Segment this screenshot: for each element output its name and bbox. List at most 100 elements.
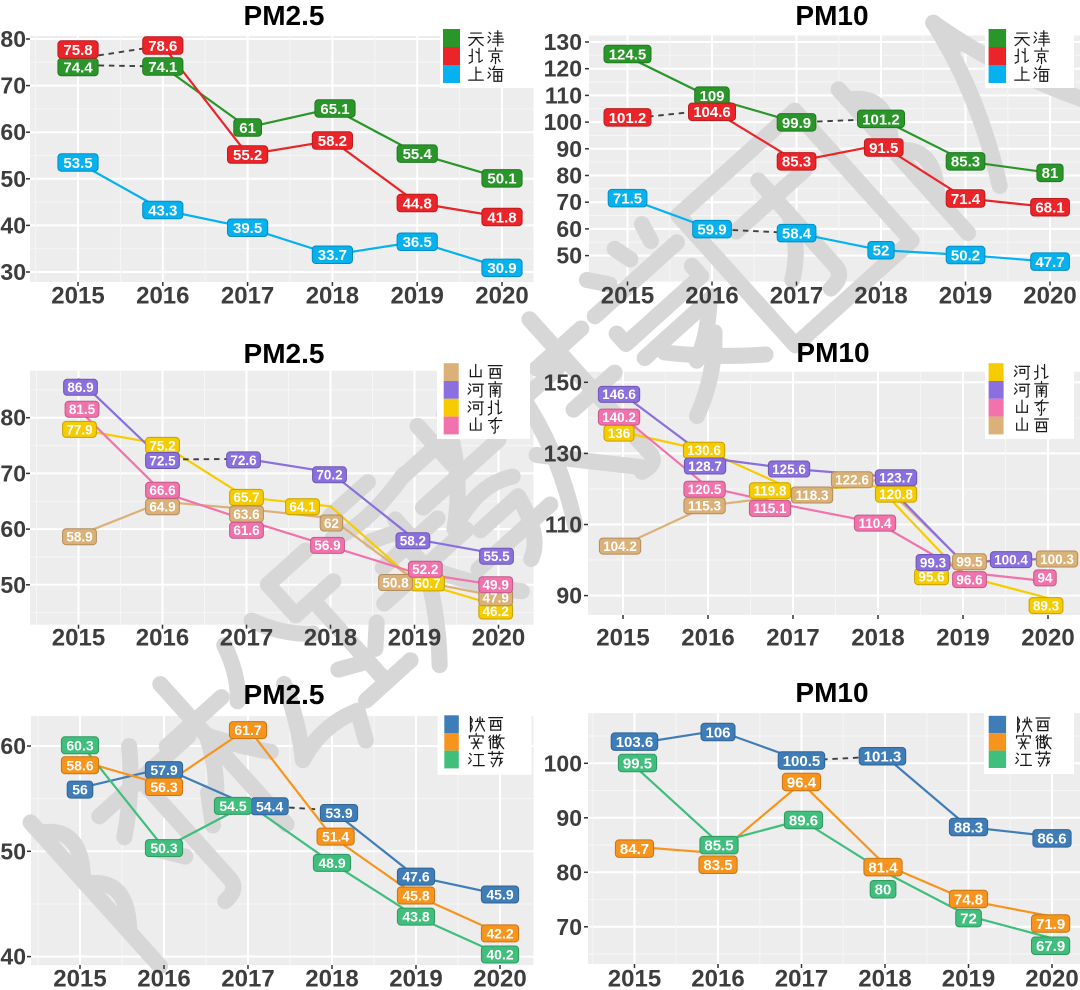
svg-text:115.1: 115.1 <box>753 501 787 516</box>
svg-text:109: 109 <box>699 88 724 105</box>
svg-text:63.6: 63.6 <box>233 507 260 522</box>
svg-text:2020: 2020 <box>472 625 525 652</box>
svg-text:70: 70 <box>556 914 582 940</box>
svg-text:2017: 2017 <box>775 966 828 990</box>
svg-text:PM10: PM10 <box>796 337 869 368</box>
svg-text:50: 50 <box>0 838 26 864</box>
svg-text:95.6: 95.6 <box>918 570 945 585</box>
svg-text:2015: 2015 <box>608 966 661 990</box>
svg-text:71.5: 71.5 <box>613 191 642 208</box>
svg-text:2019: 2019 <box>936 625 989 652</box>
svg-text:75.2: 75.2 <box>149 438 175 453</box>
svg-text:104.6: 104.6 <box>693 104 731 121</box>
svg-text:2016: 2016 <box>681 625 734 652</box>
svg-text:41.8: 41.8 <box>487 209 516 226</box>
svg-text:65.7: 65.7 <box>233 490 259 505</box>
svg-text:50: 50 <box>0 572 26 598</box>
svg-text:74.8: 74.8 <box>954 891 983 908</box>
svg-text:100: 100 <box>544 750 582 776</box>
svg-text:PM2.5: PM2.5 <box>244 0 325 31</box>
svg-text:61: 61 <box>239 120 256 137</box>
svg-text:119.8: 119.8 <box>753 484 787 499</box>
svg-text:74.1: 74.1 <box>148 59 177 76</box>
svg-text:PM10: PM10 <box>795 677 868 708</box>
svg-text:100.3: 100.3 <box>1040 552 1074 567</box>
svg-text:80: 80 <box>556 859 582 885</box>
svg-text:100: 100 <box>544 109 582 135</box>
svg-text:54.5: 54.5 <box>219 798 246 814</box>
svg-text:51.4: 51.4 <box>322 829 349 845</box>
svg-text:2018: 2018 <box>851 625 904 652</box>
svg-text:96.6: 96.6 <box>956 573 983 588</box>
svg-text:2018: 2018 <box>306 283 359 310</box>
svg-text:59.9: 59.9 <box>697 222 726 239</box>
svg-text:2015: 2015 <box>51 283 104 310</box>
svg-text:81.4: 81.4 <box>868 860 898 877</box>
svg-text:72.5: 72.5 <box>149 453 176 468</box>
svg-text:58.6: 58.6 <box>66 757 93 773</box>
svg-text:101.2: 101.2 <box>609 110 647 127</box>
svg-text:2019: 2019 <box>389 966 442 990</box>
svg-text:46.2: 46.2 <box>483 604 509 619</box>
svg-text:60: 60 <box>0 119 26 145</box>
svg-text:2016: 2016 <box>685 283 738 310</box>
svg-text:80: 80 <box>556 163 582 189</box>
svg-text:PM2.5: PM2.5 <box>244 338 325 369</box>
svg-text:55.2: 55.2 <box>233 147 262 164</box>
svg-text:30.9: 30.9 <box>487 260 516 277</box>
svg-text:99.3: 99.3 <box>920 555 947 570</box>
svg-text:42.2: 42.2 <box>486 926 513 942</box>
svg-text:128.7: 128.7 <box>688 459 722 474</box>
svg-text:130: 130 <box>544 29 582 55</box>
svg-text:2020: 2020 <box>1023 283 1076 310</box>
svg-text:120.8: 120.8 <box>879 487 913 502</box>
svg-text:70: 70 <box>0 460 26 486</box>
svg-text:52.2: 52.2 <box>412 562 438 577</box>
svg-text:2015: 2015 <box>596 625 649 652</box>
svg-text:2015: 2015 <box>52 625 105 652</box>
svg-text:48.9: 48.9 <box>318 855 345 871</box>
svg-text:89.6: 89.6 <box>789 812 818 829</box>
svg-text:99.9: 99.9 <box>782 115 811 132</box>
svg-text:2017: 2017 <box>766 625 819 652</box>
svg-text:2015: 2015 <box>601 283 654 310</box>
svg-text:60: 60 <box>0 733 26 759</box>
svg-text:55.5: 55.5 <box>483 549 510 564</box>
svg-text:106: 106 <box>705 725 730 742</box>
svg-text:72: 72 <box>960 911 977 928</box>
svg-text:53.9: 53.9 <box>325 805 352 821</box>
svg-text:45.9: 45.9 <box>486 887 513 903</box>
svg-text:96.4: 96.4 <box>787 774 817 791</box>
svg-text:130.6: 130.6 <box>687 443 721 458</box>
svg-text:43.3: 43.3 <box>148 202 177 219</box>
svg-text:110: 110 <box>545 512 582 538</box>
svg-text:2016: 2016 <box>136 625 189 652</box>
svg-text:80: 80 <box>0 26 26 52</box>
svg-text:81: 81 <box>1042 165 1059 182</box>
svg-text:58.2: 58.2 <box>318 133 347 150</box>
svg-text:2017: 2017 <box>221 283 274 310</box>
svg-text:58.9: 58.9 <box>66 530 92 545</box>
svg-text:2020: 2020 <box>473 966 526 990</box>
svg-text:77.9: 77.9 <box>66 422 92 437</box>
svg-text:2016: 2016 <box>691 966 744 990</box>
svg-text:2016: 2016 <box>137 966 190 990</box>
svg-text:2020: 2020 <box>1025 966 1078 990</box>
svg-text:110.4: 110.4 <box>858 516 892 531</box>
svg-text:101.3: 101.3 <box>864 749 902 766</box>
svg-text:2017: 2017 <box>221 966 274 990</box>
svg-text:146.6: 146.6 <box>602 387 636 402</box>
svg-text:70: 70 <box>556 189 582 215</box>
svg-text:PM10: PM10 <box>795 0 868 31</box>
svg-text:52: 52 <box>873 243 890 260</box>
svg-text:53.5: 53.5 <box>63 155 92 172</box>
svg-text:75.8: 75.8 <box>63 42 92 59</box>
svg-text:71.9: 71.9 <box>1036 916 1065 933</box>
svg-text:2019: 2019 <box>939 283 992 310</box>
svg-text:85.3: 85.3 <box>782 154 811 171</box>
svg-text:66.6: 66.6 <box>149 483 176 498</box>
svg-text:90: 90 <box>556 805 582 831</box>
svg-text:40.2: 40.2 <box>486 947 513 963</box>
svg-text:104.2: 104.2 <box>603 539 637 554</box>
svg-text:40: 40 <box>0 212 26 238</box>
